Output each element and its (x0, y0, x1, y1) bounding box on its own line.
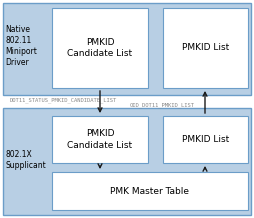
Bar (52, 116, 148, 163)
Text: OID_DOT11_PMKID_LIST: OID_DOT11_PMKID_LIST (130, 102, 195, 108)
Bar (163, 8, 248, 88)
Text: PMK Master Table: PMK Master Table (110, 187, 189, 196)
Bar (52, 172, 248, 210)
Bar (163, 116, 248, 163)
Text: DOT11_STATUS_PMKID_CANDIDATE_LIST: DOT11_STATUS_PMKID_CANDIDATE_LIST (10, 97, 117, 103)
Text: Native
802.11
Miniport
Driver: Native 802.11 Miniport Driver (5, 25, 37, 67)
Text: PMKID
Candidate List: PMKID Candidate List (68, 38, 133, 58)
Text: PMKID
Candidate List: PMKID Candidate List (68, 129, 133, 150)
Bar (3, 108, 251, 215)
Text: PMKID List: PMKID List (182, 135, 229, 144)
Text: PMKID List: PMKID List (182, 44, 229, 53)
Bar (3, 3, 251, 95)
Bar (52, 8, 148, 88)
Text: 802.1X
Supplicant: 802.1X Supplicant (5, 150, 46, 170)
